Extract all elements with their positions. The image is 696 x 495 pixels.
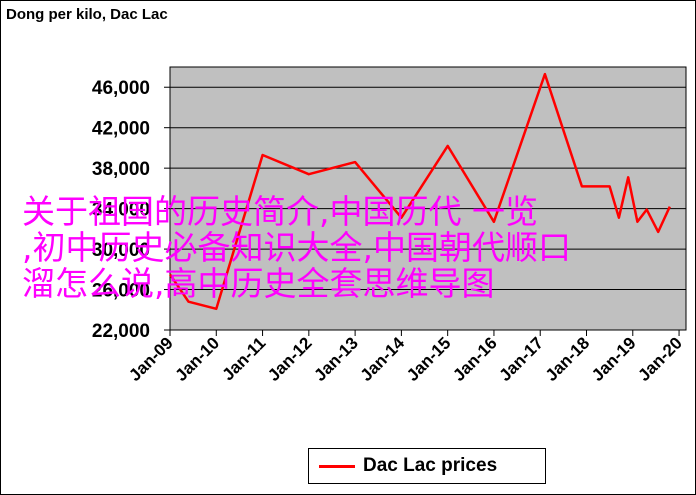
x-tick-label: Jan-20 bbox=[634, 333, 686, 385]
y-tick-label: 34,000 bbox=[92, 200, 150, 221]
x-tick-label: Jan-11 bbox=[219, 333, 270, 384]
overlay-line-2: ,初中历史必备知识大全,中国朝代顺口 bbox=[22, 228, 571, 267]
y-tick-label: 26,000 bbox=[92, 281, 150, 302]
chart-title: Dong per kilo, Dac Lac bbox=[6, 6, 168, 23]
series-layer bbox=[168, 72, 671, 311]
plot-background bbox=[169, 66, 687, 331]
legend-swatch-line bbox=[319, 465, 355, 468]
x-tick-label: Jan-16 bbox=[449, 333, 501, 385]
x-tick-label: Jan-15 bbox=[403, 333, 455, 385]
grid-lines bbox=[170, 86, 686, 331]
x-tick-label: Jan-12 bbox=[264, 333, 316, 385]
y-tick-label: 30,000 bbox=[92, 240, 150, 261]
x-tick-label: Jan-18 bbox=[542, 333, 594, 385]
x-axis-ticks: Jan-09Jan-10Jan-11Jan-12Jan-13Jan-14Jan-… bbox=[125, 330, 686, 385]
y-tick-label: 38,000 bbox=[92, 159, 150, 180]
y-tick-label: 22,000 bbox=[92, 321, 150, 342]
x-tick-label: Jan-13 bbox=[310, 333, 362, 385]
x-tick-label: Jan-17 bbox=[496, 333, 548, 385]
legend: Dac Lac prices bbox=[308, 448, 546, 484]
legend-label: Dac Lac prices bbox=[363, 455, 498, 476]
y-axis-ticks: 22,000 26,000 30,000 34,000 38,000 42,000 46,0… bbox=[92, 78, 170, 342]
x-tick-label: Jan-14 bbox=[357, 333, 409, 385]
overlay-line-3: 溜怎么说,高中历史全套思维导图 bbox=[22, 264, 495, 303]
x-tick-label: Jan-19 bbox=[588, 333, 640, 385]
overlay-caption: 关于祖国的历史简介,中国历代 一览 ,初中历史必备知识大全,中国朝代顺口 溜怎么… bbox=[22, 194, 682, 302]
y-tick-label: 42,000 bbox=[92, 119, 150, 140]
y-tick-label: 46,000 bbox=[92, 78, 150, 99]
plot-area bbox=[169, 66, 687, 331]
overlay-line-1: 关于祖国的历史简介,中国历代 一览 bbox=[22, 192, 538, 231]
series-line bbox=[168, 72, 671, 311]
x-tick-label: Jan-10 bbox=[172, 333, 224, 385]
